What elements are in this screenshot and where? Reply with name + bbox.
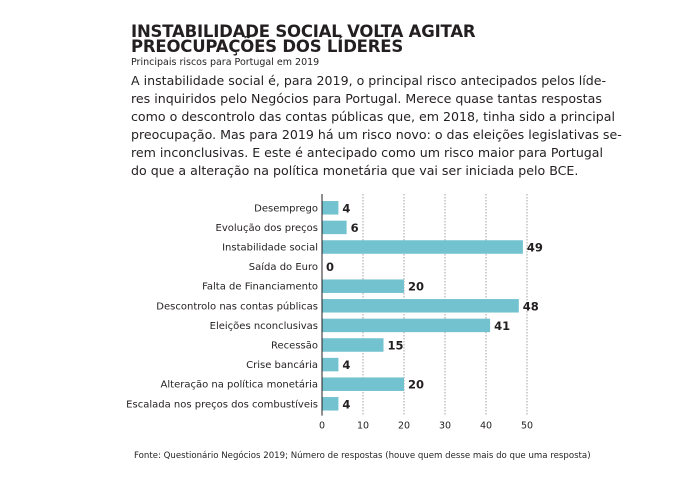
intro-line-6: do que a alteração na política monetária… <box>131 163 579 178</box>
bar <box>322 357 339 372</box>
value-label: 41 <box>494 319 510 333</box>
category-label: Descontrolo nas contas públicas <box>156 300 318 312</box>
x-tick-label: 50 <box>521 421 533 430</box>
category-label: Falta de Financiamento <box>202 282 318 293</box>
x-tick-label: 30 <box>439 421 451 430</box>
bar <box>322 338 384 352</box>
bar <box>322 220 347 235</box>
value-label: 20 <box>408 280 424 294</box>
category-label: Saída do Euro <box>249 261 318 273</box>
bar <box>322 279 404 293</box>
bar <box>322 318 491 333</box>
x-tick-label: 20 <box>398 421 410 430</box>
value-label: 4 <box>342 397 350 411</box>
value-label: 48 <box>523 299 539 313</box>
value-label: 4 <box>342 201 350 215</box>
value-label: 4 <box>342 358 350 372</box>
category-label: Desemprego <box>254 203 318 214</box>
bar <box>322 397 339 411</box>
category-label: Evolução dos preços <box>216 223 318 234</box>
value-label: 15 <box>388 339 404 353</box>
category-label: Crise bancária <box>246 359 318 371</box>
bar <box>322 299 519 313</box>
intro-line-3: como o descontrolo das contas públicas q… <box>131 109 615 124</box>
value-label: 20 <box>408 378 424 392</box>
x-tick-label: 40 <box>480 421 492 430</box>
category-label: Escalada nos preços dos combustíveis <box>126 398 318 410</box>
category-label: Instabilidade social <box>222 243 318 254</box>
value-label: 0 <box>326 260 334 274</box>
value-label: 49 <box>527 241 543 255</box>
source-note: Fonte: Questionário Negócios 2019; Númer… <box>134 451 591 461</box>
value-label: 6 <box>351 221 359 235</box>
category-label: Alteração na política monetária <box>161 379 318 391</box>
title-line-1: INSTABILIDADE SOCIAL VOLTA AGITAR <box>131 22 476 41</box>
title-line-2: PREOCUPAÇÕES DOS LÍDERES <box>131 37 404 56</box>
intro-paragraph: A instabilidade social é, para 2019, o p… <box>131 72 622 180</box>
category-label: Eleições nconclusivas <box>210 321 318 332</box>
bar <box>322 377 404 391</box>
intro-line-2: res inquiridos pelo Negócios para Portug… <box>131 91 602 106</box>
category-label: Recessão <box>271 341 318 352</box>
intro-line-5: rem inconclusivas. E este é antecipado c… <box>131 145 604 160</box>
x-tick-label: 0 <box>319 421 325 430</box>
chart-title: INSTABILIDADE SOCIAL VOLTA AGITAR PREOCU… <box>131 22 651 56</box>
bar <box>322 201 339 215</box>
chart-subtitle: Principais riscos para Portugal em 2019 <box>131 57 320 68</box>
bar <box>322 240 523 254</box>
intro-line-4: preocupação. Mas para 2019 há um risco n… <box>131 127 622 142</box>
intro-line-1: A instabilidade social é, para 2019, o p… <box>131 73 607 88</box>
x-tick-label: 10 <box>357 421 369 430</box>
